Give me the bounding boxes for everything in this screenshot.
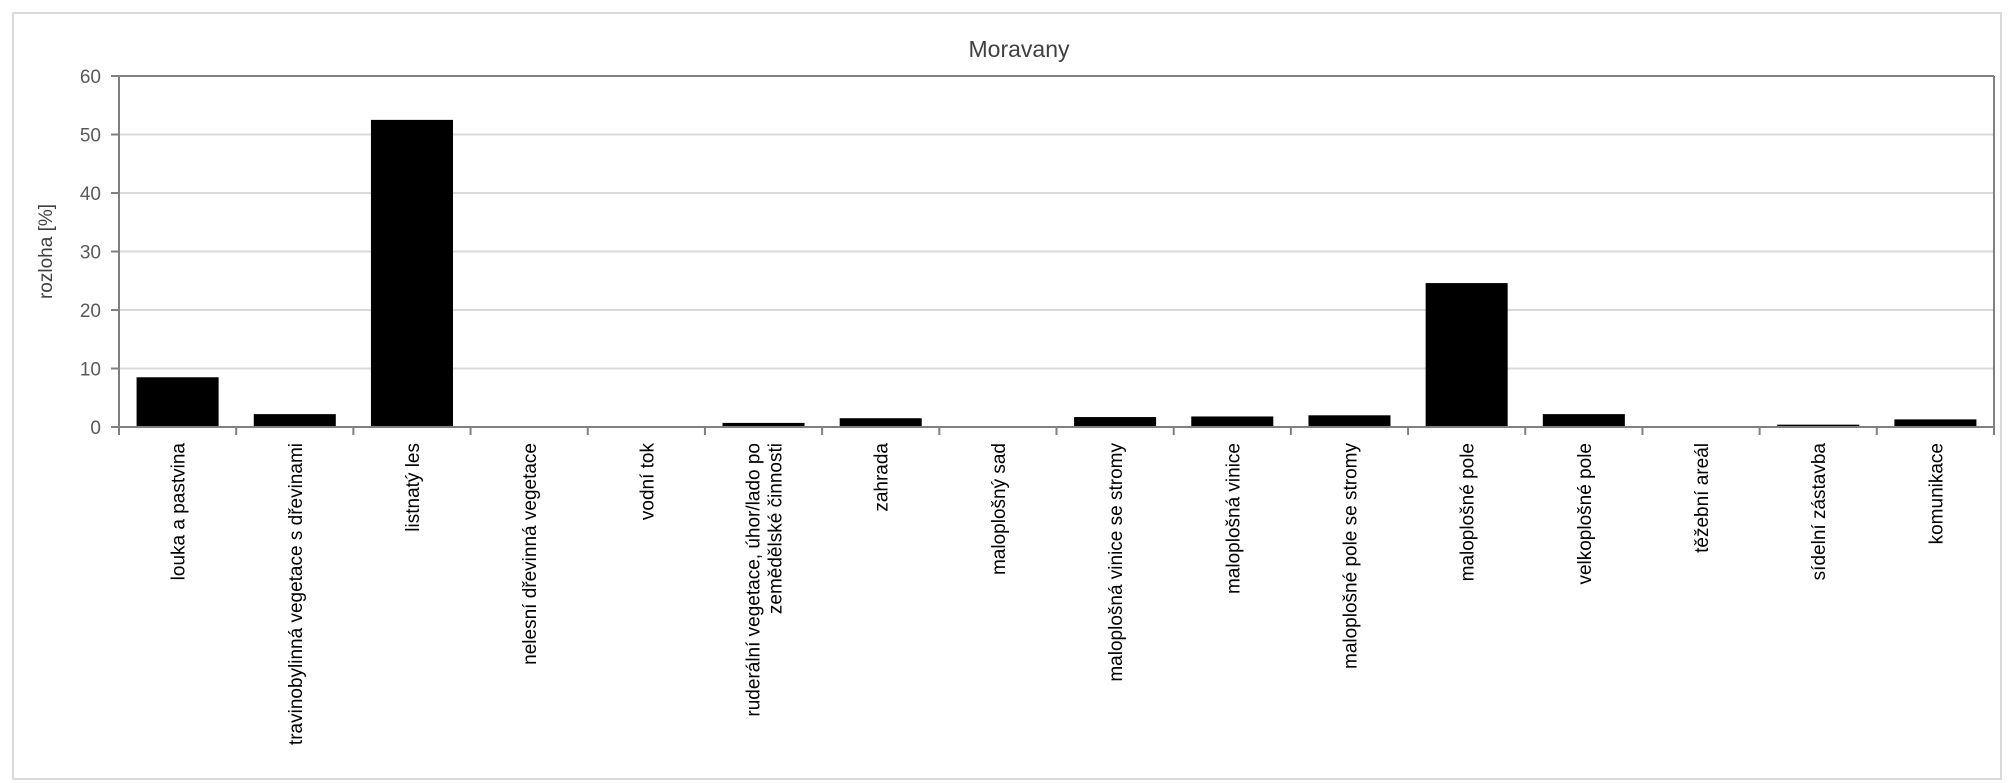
bar [722,422,805,427]
x-tick-label-line: sídelní zástavba [1809,443,1830,581]
y-tick-label: 20 [80,301,101,322]
axes [111,75,1995,435]
x-tick-label-line: velkoplošné pole [1575,443,1596,585]
x-tick-label-line: vodní tok [637,443,658,521]
x-tick-label-line: maloplošné pole se stromy [1340,443,1361,669]
x-tick-label-line: louka a pastvina [169,443,190,581]
x-tick-label-line: maloplošné pole [1458,443,1479,581]
x-tick-label-line: maloplošná vinice [1223,443,1244,594]
x-tick-label: těžební areál [1692,443,1713,553]
bar [253,414,336,427]
x-tick-label-line: těžební areál [1692,443,1713,553]
x-tick-label: nelesní dřevinná vegetace [520,443,541,665]
x-tick-label-line: zahrada [872,443,893,512]
y-tick-label: 60 [80,67,101,88]
y-axis-ticks: 0 10 20 30 40 50 60 [80,67,101,439]
bar [1542,414,1625,427]
y-tick-label: 30 [80,243,101,264]
y-axis-title: rozloha [%] [36,204,57,299]
bar [136,377,219,427]
x-axis-labels: louka a pastvina travinobylinná vegetace … [169,443,1948,746]
bar [1777,424,1860,427]
bar [1074,417,1157,427]
x-tick-label: ruderální vegetace, úhor/lado po zeměděls… [744,443,787,717]
y-tick-label: 40 [80,184,101,205]
bars [136,119,1977,427]
x-tick-label: velkoplošné pole [1575,443,1596,585]
x-tick-label: vodní tok [637,443,658,521]
bar [1894,419,1977,427]
x-tick-label: travinobylinná vegetace s dřevinami [286,443,307,745]
x-tick-label-line: komunikace [1926,443,1947,544]
chart-title: Moravany [969,36,1070,62]
x-tick-label: listnatý les [403,443,424,532]
x-tick-label-line: zemědělské činnosti [766,443,787,614]
x-tick-label-line: travinobylinná vegetace s dřevinami [286,443,307,745]
x-tick-label: maloplošné pole se stromy [1340,443,1361,669]
y-tick-label: 50 [80,126,101,147]
x-tick-label: louka a pastvina [169,443,190,581]
x-tick-label-line: listnatý les [403,443,424,532]
bar [1425,283,1508,427]
x-tick-label-line: maloplošná vinice se stromy [1106,443,1127,682]
x-tick-label: maloplošná vinice se stromy [1106,443,1127,682]
x-tick-label: komunikace [1926,443,1947,544]
x-tick-label-line: maloplošný sad [989,443,1010,575]
chart-frame: Moravany 0 10 20 30 40 50 60 louka a pastvina t… [12,12,2002,780]
x-tick-label-line: nelesní dřevinná vegetace [520,443,541,665]
bar-chart: Moravany 0 10 20 30 40 50 60 louka a pastvina t… [36,36,1995,746]
bar [839,418,922,427]
x-tick-label: maloplošný sad [989,443,1010,575]
x-tick-label: sídelní zástavba [1809,443,1830,581]
bar [370,119,453,427]
y-tick-label: 0 [90,418,101,439]
x-tick-label: maloplošná vinice [1223,443,1244,594]
x-tick-label: zahrada [872,443,893,512]
x-tick-label: maloplošné pole [1458,443,1479,581]
x-tick-label-line: ruderální vegetace, úhor/lado po [744,443,765,717]
y-tick-label: 10 [80,360,101,381]
bar [1191,416,1274,427]
bar [1308,415,1391,427]
